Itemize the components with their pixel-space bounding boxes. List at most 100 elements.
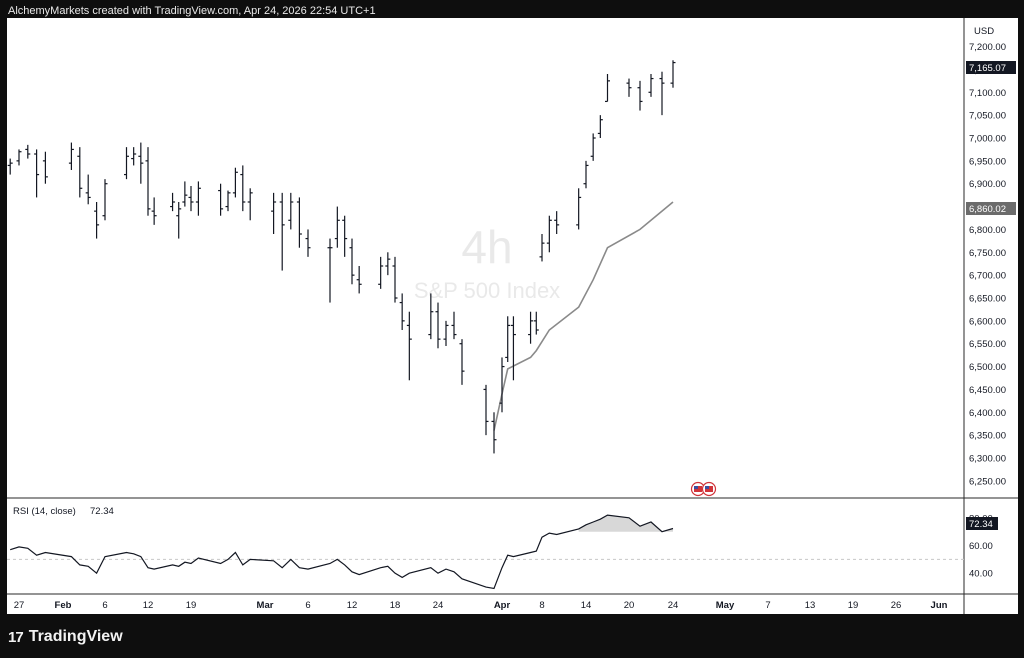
ohlc-bar (145, 147, 151, 216)
ohlc-bar (533, 311, 539, 335)
price-bars (7, 60, 676, 454)
moving-average (493, 201, 674, 431)
time-tick-label: 19 (848, 600, 859, 611)
price-tick-label: 6,950.00 (969, 156, 1006, 167)
time-tick-label: 6 (305, 600, 310, 611)
ohlc-bar (124, 147, 129, 180)
moving-average-line (493, 201, 674, 431)
price-tick-label: 6,700.00 (969, 271, 1006, 282)
rsi-title: RSI (14, close) (13, 506, 76, 517)
ohlc-bar (451, 311, 457, 340)
price-tick-label: 6,600.00 (969, 316, 1006, 327)
ohlc-bar (356, 266, 362, 294)
time-tick-label: Jun (931, 600, 948, 611)
ohlc-bar (510, 316, 516, 381)
watermark-symbol: S&P 500 Index (414, 278, 560, 303)
time-tick-label: 8 (539, 600, 544, 611)
ohlc-bar (576, 188, 582, 230)
ohlc-bar (94, 202, 100, 239)
last-price-tag-bg (966, 61, 1016, 74)
ohlc-bar (399, 293, 405, 330)
ohlc-bar (151, 197, 157, 225)
ohlc-bar (176, 202, 182, 239)
chart-canvas[interactable]: 4h S&P 500 Index USD 7,200.007,150.007,1… (7, 18, 1018, 614)
ohlc-bar (435, 302, 441, 349)
time-tick-label: 13 (805, 600, 816, 611)
ohlc-bar (648, 74, 654, 97)
ohlc-bar (305, 229, 311, 257)
ohlc-bar (605, 74, 610, 103)
rsi-current-value: 72.34 (90, 506, 114, 517)
time-tick-label: 19 (186, 600, 197, 611)
price-tick-label: 7,100.00 (969, 88, 1006, 99)
time-tick-label: 14 (581, 600, 592, 611)
price-tick-label: 6,750.00 (969, 248, 1006, 259)
price-tick-label: 7,050.00 (969, 111, 1006, 122)
ohlc-bar (597, 115, 603, 138)
ohlc-bar (554, 211, 560, 234)
time-axis: 27 Feb 6 12 19 Mar 6 12 18 24 Apr 8 14 20 24 May 7 13 19 26… (14, 600, 948, 611)
ohlc-bar (218, 183, 224, 216)
currency-label: USD (974, 26, 994, 37)
ohlc-bar (279, 192, 285, 271)
ohlc-bar (16, 149, 22, 166)
time-tick-label: 24 (433, 600, 444, 611)
ohlc-bar (138, 142, 144, 184)
time-tick-label: 7 (765, 600, 770, 611)
price-tick-label: 6,900.00 (969, 179, 1006, 190)
ohlc-bar (483, 384, 489, 436)
ohlc-bar (7, 158, 13, 175)
time-tick-label: 26 (891, 600, 902, 611)
tradingview-brand[interactable]: 17 TradingView (8, 624, 123, 650)
last-price-tag: 7,165.07 (969, 63, 1006, 74)
rsi-value-tag-bg (966, 517, 998, 530)
time-tick-label: Mar (257, 600, 274, 611)
rsi-overbought-fill (578, 515, 673, 532)
ohlc-bar (505, 316, 511, 362)
tradingview-wordmark: TradingView (28, 628, 123, 645)
ohlc-bar (68, 142, 74, 170)
ohlc-bar (378, 256, 384, 289)
chart-panel[interactable]: 4h S&P 500 Index USD 7,200.007,150.007,1… (7, 18, 1018, 614)
time-tick-label: Apr (494, 600, 511, 611)
ohlc-bar (443, 320, 449, 346)
price-tick-label: 6,500.00 (969, 362, 1006, 373)
ohlc-bar (188, 186, 194, 212)
time-tick-label: Feb (55, 600, 72, 611)
price-tick-label: 6,800.00 (969, 225, 1006, 236)
ohlc-bar (428, 293, 434, 340)
ohlc-bar (25, 144, 31, 159)
ohlc-bar (392, 256, 398, 303)
ohlc-bar (528, 311, 534, 344)
rsi-line (10, 514, 674, 590)
ohlc-bar (195, 181, 201, 216)
time-tick-label: 24 (668, 600, 679, 611)
time-tick-label: May (716, 600, 735, 611)
ohlc-bar (491, 412, 497, 454)
attribution-header: AlchemyMarkets created with TradingView.… (8, 5, 376, 17)
ohlc-bar (499, 357, 505, 413)
ohlc-bar (240, 165, 246, 212)
ohlc-bar (637, 80, 643, 111)
price-tick-label: 7,200.00 (969, 42, 1006, 53)
watermark-interval: 4h (461, 221, 512, 273)
ohlc-bar (42, 151, 48, 184)
ohlc-bar (327, 238, 333, 303)
rsi-series-line (10, 514, 674, 590)
ohlc-bar (539, 234, 545, 262)
rsi-tick-label: 60.00 (969, 541, 993, 552)
price-axis: 7,200.007,150.007,100.007,050.007,000.00… (969, 42, 1006, 487)
ohlc-bar (232, 167, 238, 198)
time-tick-label: 12 (347, 600, 358, 611)
price-tick-label: 7,000.00 (969, 134, 1006, 145)
time-tick-label: 18 (390, 600, 401, 611)
rsi-value-tag: 72.34 (969, 519, 993, 530)
ohlc-bar (131, 147, 137, 166)
price-tick-label: 6,250.00 (969, 476, 1006, 487)
ohlc-bar (349, 238, 355, 285)
us-flag-event-icon[interactable] (701, 481, 717, 497)
price-tick-label: 6,550.00 (969, 339, 1006, 350)
time-tick-label: 12 (143, 600, 154, 611)
